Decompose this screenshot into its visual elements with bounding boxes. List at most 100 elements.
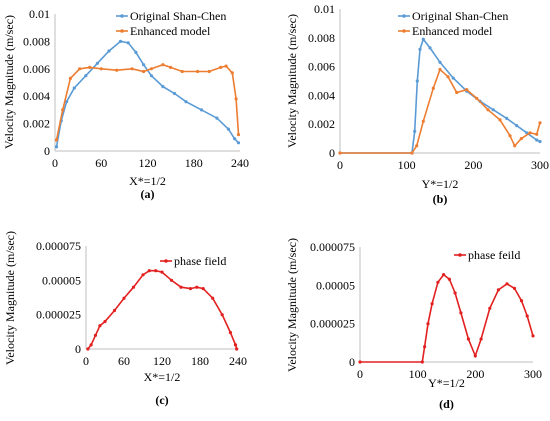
y-tick-label: 0.006 [308, 60, 335, 74]
data-point [505, 282, 509, 286]
data-point [161, 63, 165, 67]
data-point [430, 302, 434, 306]
data-point [498, 118, 502, 122]
data-point [134, 50, 138, 55]
legend-label: Enhanced model [412, 24, 493, 38]
data-point [421, 37, 425, 41]
data-point [496, 288, 500, 292]
y-tick-label: 0 [329, 146, 335, 160]
data-point [54, 138, 59, 142]
data-point [98, 324, 102, 328]
y-axis-label: Velocity Magnitude (m/sec) [285, 238, 299, 372]
data-point [513, 144, 517, 148]
data-point [95, 61, 99, 65]
x-tick-label: 180 [191, 354, 209, 368]
x-tick-label: 120 [139, 156, 157, 170]
data-point [112, 308, 117, 313]
x-tick-label: 0 [52, 156, 58, 170]
data-point [149, 74, 153, 78]
panel-label: (b) [433, 192, 448, 206]
data-point [475, 96, 479, 100]
series-line-2 [55, 63, 240, 141]
data-point [142, 69, 146, 74]
y-axis-label: Velocity Magnitude (m/sec) [285, 14, 299, 148]
data-point [211, 296, 215, 300]
x-tick-label: 180 [185, 156, 203, 170]
data-point [65, 100, 69, 104]
data-point [519, 137, 523, 141]
data-point [107, 49, 111, 53]
x-tick-label: 300 [531, 158, 549, 172]
data-point [426, 322, 430, 326]
legend-label: Original Shan-Chen [412, 9, 508, 23]
y-tick-label: 0.000075 [310, 240, 355, 254]
data-point [220, 313, 224, 317]
y-tick-label: 0.01 [314, 2, 335, 16]
data-point [525, 314, 529, 318]
data-point [466, 337, 470, 341]
x-tick-label: 0 [83, 354, 89, 368]
data-point [226, 127, 230, 131]
data-point [130, 67, 134, 71]
legend-marker [402, 14, 406, 18]
legend-marker [120, 29, 124, 33]
data-point [459, 311, 463, 315]
data-point [453, 291, 457, 295]
chart-panel-3: 0 0.000025 0.00005 0.000075 0 60 120 180 240 Velo… [3, 231, 247, 407]
series-line-1 [55, 40, 240, 148]
data-point [61, 108, 65, 112]
data-point [103, 319, 107, 324]
y-axis-label: Velocity Magnitude (m/sec) [2, 15, 16, 149]
data-point [535, 138, 539, 142]
y-tick-label: 0.008 [23, 34, 50, 48]
data-point [512, 286, 517, 290]
y-tick-label: 0.006 [23, 62, 50, 76]
data-point [230, 71, 234, 75]
x-tick-label: 200 [464, 158, 482, 172]
data-point [421, 119, 425, 123]
data-point [160, 270, 164, 274]
y-axis-label: Velocity Magnitude (m/sec) [3, 231, 17, 365]
data-point [451, 76, 455, 80]
data-point [131, 285, 136, 289]
data-point [418, 47, 422, 51]
y-tick-label: 0.00005 [42, 273, 81, 287]
data-point [515, 124, 519, 128]
data-point [465, 88, 469, 92]
data-point [199, 108, 204, 112]
data-point [447, 277, 451, 281]
x-tick-label: 60 [118, 354, 130, 368]
x-axis-label: Y*=1/2 [422, 177, 459, 191]
panel-label: (d) [439, 397, 454, 411]
data-point [491, 108, 495, 112]
x-axis-label: Y*=1/2 [428, 376, 465, 390]
x-tick-label: 100 [409, 367, 427, 381]
data-point [519, 299, 524, 303]
data-point [89, 343, 93, 347]
data-point [538, 139, 542, 144]
data-point [86, 347, 90, 351]
series-line-1 [87, 269, 238, 350]
data-point [431, 86, 435, 90]
data-point [154, 269, 158, 273]
y-tick-label: 0.01 [29, 7, 50, 21]
x-tick-label: 120 [153, 354, 171, 368]
data-point [528, 131, 532, 135]
x-tick-label: 100 [398, 158, 416, 172]
x-axis-label: X*=1/2 [129, 174, 166, 188]
data-point [169, 278, 174, 282]
data-point [436, 280, 440, 284]
panel-label: (a) [141, 187, 155, 201]
data-point [147, 269, 151, 273]
data-point [188, 287, 193, 291]
y-tick-label: 0.000025 [36, 308, 81, 322]
data-point [234, 97, 238, 101]
y-tick-label: 0.004 [23, 89, 50, 103]
data-point [54, 145, 59, 149]
legend-marker [120, 14, 124, 18]
chart-panel-1: 0 0.002 0.004 0.006 0.008 0.01 0 60 120 180 240 Vel… [2, 7, 249, 201]
data-point [505, 116, 509, 120]
data-point [184, 100, 188, 104]
legend-label: Enhanced model [130, 24, 211, 38]
